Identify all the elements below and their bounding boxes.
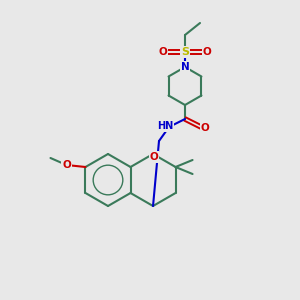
Text: O: O <box>201 123 209 133</box>
Text: N: N <box>181 62 189 72</box>
Text: O: O <box>159 47 167 57</box>
Text: O: O <box>62 160 71 170</box>
Text: HN: HN <box>157 121 173 131</box>
Text: O: O <box>202 47 211 57</box>
Text: S: S <box>181 47 189 57</box>
Text: O: O <box>150 152 158 162</box>
